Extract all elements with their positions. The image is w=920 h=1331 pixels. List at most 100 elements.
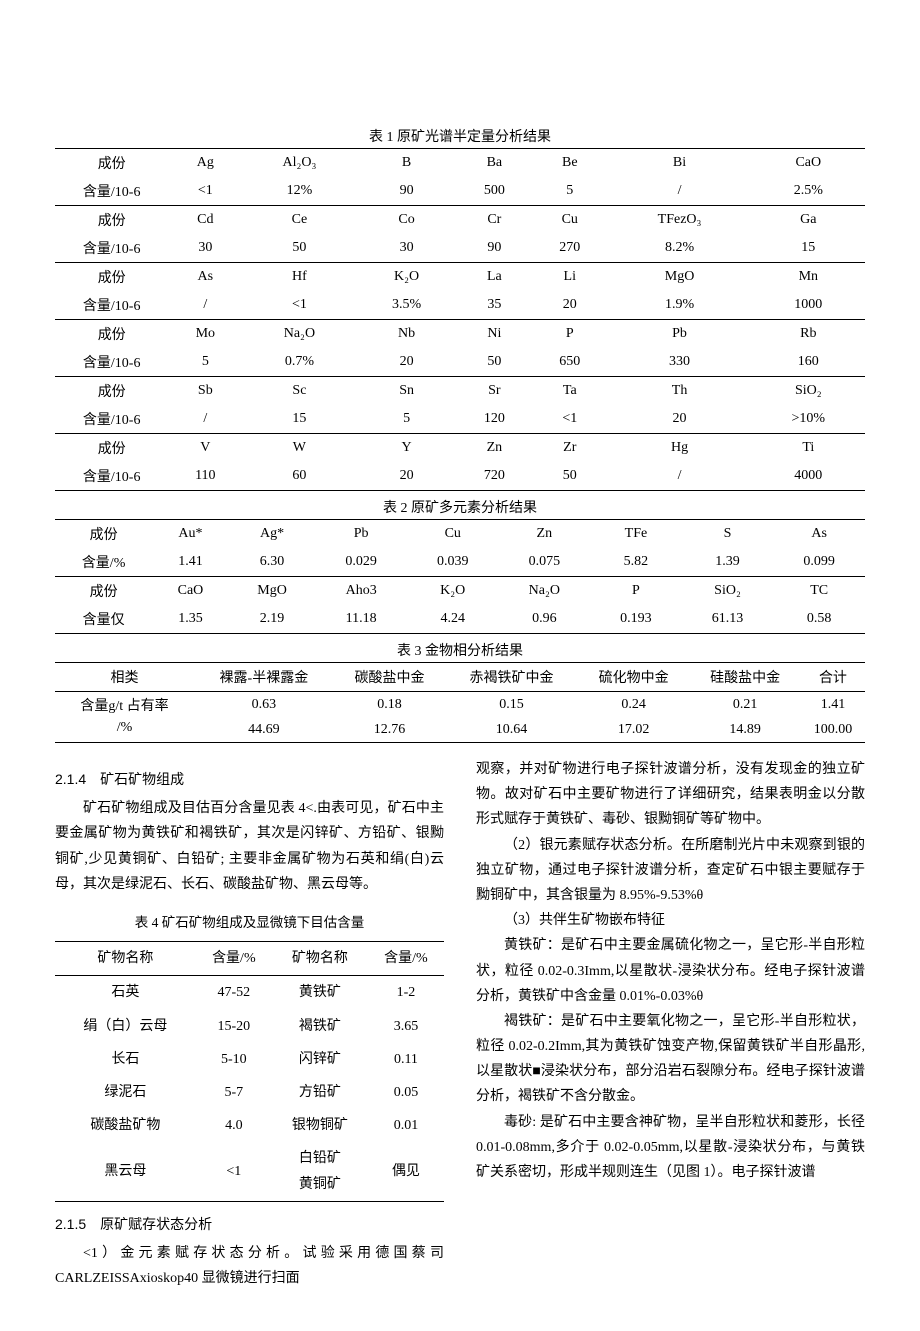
table1-cell: Ta bbox=[532, 377, 607, 406]
table1-rowlabel: 成份 bbox=[55, 263, 168, 292]
table1-cell: Cr bbox=[457, 206, 532, 235]
table2-cell: Na₂O bbox=[499, 577, 591, 606]
table1-cell: <1 bbox=[168, 177, 242, 206]
table2-title: 表 2 原矿多元素分析结果 bbox=[55, 497, 865, 517]
table4-header-cell: 矿物名称 bbox=[272, 942, 368, 976]
table2-cell: 0.099 bbox=[773, 548, 865, 577]
table1-cell: 15 bbox=[242, 405, 356, 434]
table1-cell: <1 bbox=[532, 405, 607, 434]
table3-rowlabel: 含量g/t 占有率/% bbox=[55, 692, 194, 743]
table1-cell: 650 bbox=[532, 348, 607, 377]
table1-rowlabel: 含量/10-6 bbox=[55, 177, 168, 206]
table2: 成份Au*Ag*PbCuZnTFeSAs含量/%1.416.300.0290.0… bbox=[55, 519, 865, 634]
table1: 成份AgAl₂O₃BBaBeBiCaO含量/10-6<112%905005/2.… bbox=[55, 148, 865, 491]
table2-cell: 4.24 bbox=[407, 605, 499, 634]
table1-cell: 110 bbox=[168, 462, 242, 491]
table1-cell: 90 bbox=[457, 234, 532, 263]
table1-cell: Co bbox=[357, 206, 457, 235]
table2-cell: Ag* bbox=[229, 520, 316, 549]
table1-rowlabel: 成份 bbox=[55, 434, 168, 463]
table1-cell: 50 bbox=[457, 348, 532, 377]
table1-cell: Sn bbox=[357, 377, 457, 406]
table2-cell: Zn bbox=[499, 520, 591, 549]
table1-rowlabel: 成份 bbox=[55, 149, 168, 178]
table1-cell: W bbox=[242, 434, 356, 463]
table1-cell: / bbox=[607, 462, 751, 491]
table1-rowlabel: 成份 bbox=[55, 320, 168, 349]
table4-cell: 碳酸盐矿物 bbox=[55, 1109, 196, 1142]
table1-cell: Sb bbox=[168, 377, 242, 406]
table4-cell: 方铅矿 bbox=[272, 1076, 368, 1109]
table1-rowlabel: 成份 bbox=[55, 377, 168, 406]
table1-cell: Sr bbox=[457, 377, 532, 406]
table4-cell: 黑云母 bbox=[55, 1142, 196, 1201]
table1-rowlabel: 含量/10-6 bbox=[55, 405, 168, 434]
table4-cell: 1-2 bbox=[368, 976, 444, 1010]
table4-header-cell: 矿物名称 bbox=[55, 942, 196, 976]
right-column: 观察，并对矿物进行电子探针波谱分析，没有发现金的独立矿物。故对矿石中主要矿物进行… bbox=[476, 757, 865, 1291]
table1-cell: Hg bbox=[607, 434, 751, 463]
table1-cell: 50 bbox=[532, 462, 607, 491]
table2-cell: 0.193 bbox=[590, 605, 682, 634]
table2-cell: 1.39 bbox=[682, 548, 774, 577]
table2-cell: SiO₂ bbox=[682, 577, 774, 606]
table1-cell: Th bbox=[607, 377, 751, 406]
table3-title: 表 3 金物相分析结果 bbox=[55, 640, 865, 660]
table3-header-cell: 硅酸盐中金 bbox=[689, 663, 801, 692]
table1-cell: La bbox=[457, 263, 532, 292]
table1-rowlabel: 含量/10-6 bbox=[55, 348, 168, 377]
table4-cell: 15-20 bbox=[196, 1010, 272, 1043]
table1-cell: Ce bbox=[242, 206, 356, 235]
table1-cell: K₂O bbox=[357, 263, 457, 292]
table3-cell: 0.21 bbox=[689, 692, 801, 718]
table3-cell: 14.89 bbox=[689, 717, 801, 743]
table2-cell: 61.13 bbox=[682, 605, 774, 634]
table1-cell: Cd bbox=[168, 206, 242, 235]
table4-cell: 5-10 bbox=[196, 1043, 272, 1076]
table2-rowlabel: 成份 bbox=[55, 520, 152, 549]
table3-cell: 44.69 bbox=[194, 717, 334, 743]
table1-cell: Cu bbox=[532, 206, 607, 235]
table1-cell: 90 bbox=[357, 177, 457, 206]
table1-cell: Al₂O₃ bbox=[242, 149, 356, 178]
table1-cell: 120 bbox=[457, 405, 532, 434]
table1-rowlabel: 成份 bbox=[55, 206, 168, 235]
table3-cell: 17.02 bbox=[578, 717, 690, 743]
table3-header-cell: 相类 bbox=[55, 663, 194, 692]
table1-cell: 4000 bbox=[752, 462, 865, 491]
table1-rowlabel: 含量/10-6 bbox=[55, 462, 168, 491]
table1-cell: P bbox=[532, 320, 607, 349]
table2-cell: 0.58 bbox=[773, 605, 865, 634]
table2-cell: 0.039 bbox=[407, 548, 499, 577]
table4-cell: 闪锌矿 bbox=[272, 1043, 368, 1076]
table1-cell: / bbox=[168, 291, 242, 320]
table4-cell: 0.05 bbox=[368, 1076, 444, 1109]
table1-cell: Ni bbox=[457, 320, 532, 349]
table1-cell: <1 bbox=[242, 291, 356, 320]
table4-cell: 4.0 bbox=[196, 1109, 272, 1142]
table2-cell: Pb bbox=[315, 520, 407, 549]
table2-cell: 0.075 bbox=[499, 548, 591, 577]
table3-cell: 100.00 bbox=[801, 717, 865, 743]
sec215-para: <1）金元素赋存状态分析。试验采用德国蔡司 CARLZEISSAxioskop4… bbox=[55, 1241, 444, 1291]
table1-cell: Mo bbox=[168, 320, 242, 349]
table2-rowlabel: 成份 bbox=[55, 577, 152, 606]
right-p2: （2）银元素赋存状态分析。在所磨制光片中未观察到银的独立矿物，通过电子探针波谱分… bbox=[476, 833, 865, 909]
table2-cell: Aho3 bbox=[315, 577, 407, 606]
table4-cell: 0.11 bbox=[368, 1043, 444, 1076]
right-p4: 黄铁矿：是矿石中主要金属硫化物之一，呈它形-半自形粒状，粒径 0.02-0.3I… bbox=[476, 933, 865, 1009]
table4-cell: 白铅矿 黄铜矿 bbox=[272, 1142, 368, 1201]
table3-header-cell: 碳酸盐中金 bbox=[334, 663, 446, 692]
table3-cell: 0.63 bbox=[194, 692, 334, 718]
table2-cell: 0.96 bbox=[499, 605, 591, 634]
table4-cell: 0.01 bbox=[368, 1109, 444, 1142]
table4-cell: 黄铁矿 bbox=[272, 976, 368, 1010]
table1-cell: / bbox=[607, 177, 751, 206]
table3-cell: 10.64 bbox=[445, 717, 578, 743]
table1-cell: 160 bbox=[752, 348, 865, 377]
table1-cell: Ba bbox=[457, 149, 532, 178]
table1-cell: SiO₂ bbox=[752, 377, 865, 406]
table1-cell: 720 bbox=[457, 462, 532, 491]
sec214-heading: 2.1.4 矿石矿物组成 bbox=[55, 767, 444, 792]
table1-cell: Li bbox=[532, 263, 607, 292]
